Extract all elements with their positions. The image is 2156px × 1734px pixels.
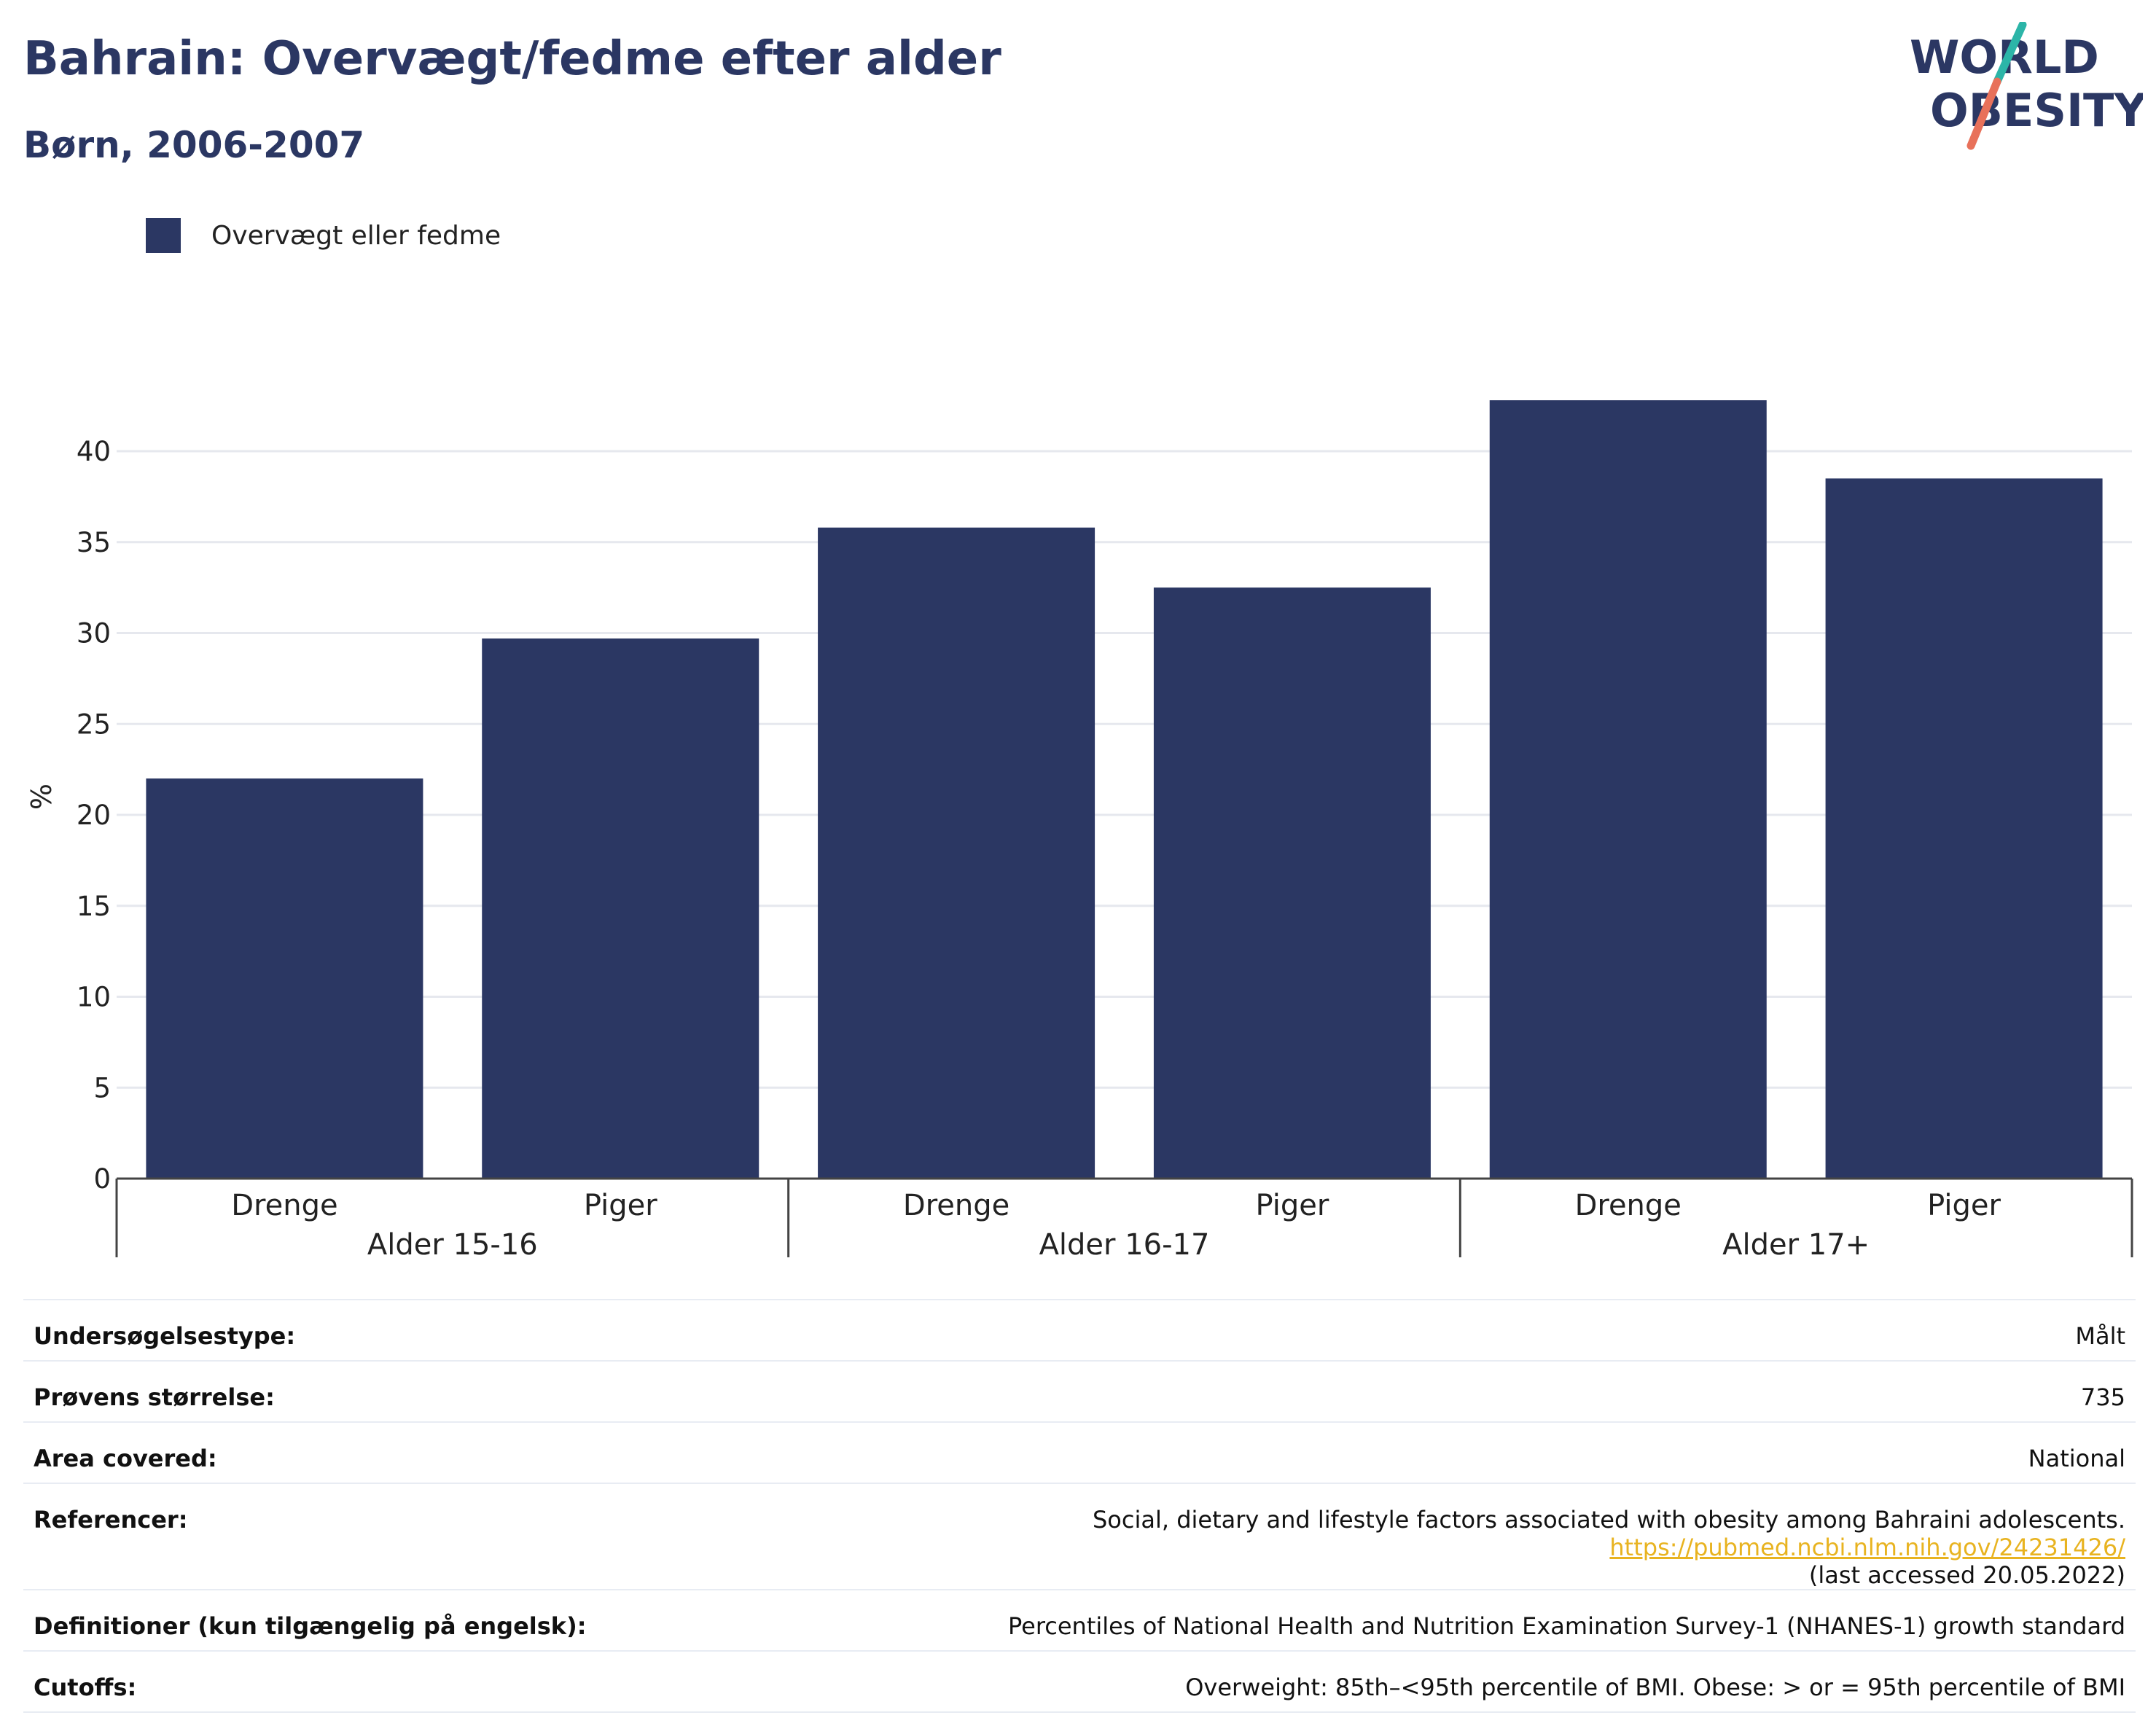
legend-label: Overvægt eller fedme — [211, 220, 501, 251]
cutoffs-value: Overweight: 85th–<95th percentile of BMI… — [1185, 1674, 2125, 1701]
x-tick-label: Piger — [1927, 1189, 2001, 1222]
meta-row-definitions: Definitioner (kun tilgængelig på engelsk… — [23, 1590, 2136, 1651]
y-tick-label: 0 — [93, 1163, 111, 1195]
bar — [146, 778, 423, 1179]
y-tick-label: 25 — [77, 708, 111, 740]
legend-swatch — [146, 218, 181, 253]
world-obesity-logo: WORLD OBESITY — [1910, 22, 2143, 150]
y-tick-label: 15 — [77, 891, 111, 922]
x-tick-label: Drenge — [903, 1189, 1009, 1222]
sample-size-value: 735 — [2080, 1383, 2125, 1411]
y-tick-label: 10 — [77, 982, 111, 1013]
references-link[interactable]: https://pubmed.ncbi.nlm.nih.gov/24231426… — [1609, 1534, 2125, 1561]
bar — [482, 638, 759, 1179]
meta-row-area: Area covered: National — [23, 1422, 2136, 1483]
meta-row-survey-type: Undersøgelsestype: Målt — [23, 1300, 2136, 1361]
survey-type-label: Undersøgelsestype: — [34, 1322, 296, 1350]
y-tick-label: 40 — [77, 436, 111, 467]
logo-slash-teal — [1993, 22, 2027, 86]
logo-slash-coral — [1966, 77, 2001, 150]
logo-text-obesity: OBESITY — [1930, 84, 2143, 137]
y-tick-label: 20 — [77, 800, 111, 831]
bar-chart: 0 5 10 15 20 25 30 35 40% Drenge Piger Drenge Piger D… — [26, 400, 2133, 1262]
survey-type-value: Målt — [2075, 1322, 2125, 1350]
chart-subtitle: Børn, 2006-2007 — [23, 124, 365, 166]
chart-title: Bahrain: Overvægt/fedme efter alder — [23, 32, 1001, 86]
area-value: National — [2028, 1445, 2125, 1472]
bar — [818, 527, 1095, 1179]
meta-row-sample-size: Prøvens størrelse: 735 — [23, 1361, 2136, 1422]
x-tick-label: Piger — [1256, 1189, 1329, 1222]
x-tick-label: Piger — [584, 1189, 657, 1222]
y-tick-label: 35 — [77, 527, 111, 558]
definitions-label: Definitioner (kun tilgængelig på engelsk… — [34, 1612, 587, 1640]
references-text: Social, dietary and lifestyle factors as… — [1092, 1506, 2125, 1534]
y-axis-label: % — [26, 784, 58, 810]
references-accessed: (last accessed 20.05.2022) — [1808, 1561, 2125, 1589]
metadata-table: Undersøgelsestype: Målt Prøvens størrels… — [23, 1299, 2136, 1713]
x-tick-label: Drenge — [231, 1189, 337, 1222]
y-tick-label: 30 — [77, 618, 111, 649]
area-label: Area covered: — [34, 1445, 217, 1472]
bar — [1153, 587, 1431, 1179]
references-value: Social, dietary and lifestyle factors as… — [597, 1483, 2136, 1590]
bar — [1825, 478, 2103, 1179]
sample-size-label: Prøvens størrelse: — [34, 1383, 275, 1411]
x-tick-label: Drenge — [1575, 1189, 1682, 1222]
legend[interactable]: Overvægt eller fedme — [146, 217, 501, 254]
meta-row-references: Referencer: Social, dietary and lifestyl… — [23, 1483, 2136, 1590]
definitions-value: Percentiles of National Health and Nutri… — [1007, 1612, 2125, 1640]
references-label: Referencer: — [34, 1506, 188, 1534]
y-tick-label: 5 — [93, 1072, 111, 1104]
group-label: Alder 15-16 — [367, 1228, 538, 1262]
group-label: Alder 16-17 — [1039, 1228, 1210, 1262]
group-label: Alder 17+ — [1722, 1228, 1870, 1262]
bar — [1489, 400, 1767, 1179]
cutoffs-label: Cutoffs: — [34, 1674, 137, 1701]
meta-row-cutoffs: Cutoffs: Overweight: 85th–<95th percenti… — [23, 1651, 2136, 1712]
